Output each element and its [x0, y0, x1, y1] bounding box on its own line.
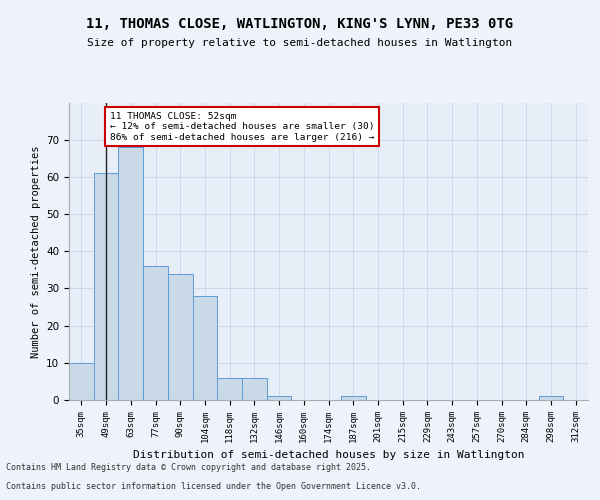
Text: Contains HM Land Registry data © Crown copyright and database right 2025.: Contains HM Land Registry data © Crown c… — [6, 464, 371, 472]
X-axis label: Distribution of semi-detached houses by size in Watlington: Distribution of semi-detached houses by … — [133, 450, 524, 460]
Bar — [193, 296, 217, 400]
Bar — [539, 396, 563, 400]
Text: 11 THOMAS CLOSE: 52sqm
← 12% of semi-detached houses are smaller (30)
86% of sem: 11 THOMAS CLOSE: 52sqm ← 12% of semi-det… — [110, 112, 374, 142]
Bar — [217, 378, 242, 400]
Bar — [94, 173, 118, 400]
Bar — [118, 147, 143, 400]
Bar — [341, 396, 365, 400]
Text: Contains public sector information licensed under the Open Government Licence v3: Contains public sector information licen… — [6, 482, 421, 491]
Y-axis label: Number of semi-detached properties: Number of semi-detached properties — [31, 145, 41, 358]
Bar — [267, 396, 292, 400]
Text: Size of property relative to semi-detached houses in Watlington: Size of property relative to semi-detach… — [88, 38, 512, 48]
Bar — [143, 266, 168, 400]
Bar — [69, 363, 94, 400]
Bar — [242, 378, 267, 400]
Bar — [168, 274, 193, 400]
Text: 11, THOMAS CLOSE, WATLINGTON, KING'S LYNN, PE33 0TG: 11, THOMAS CLOSE, WATLINGTON, KING'S LYN… — [86, 18, 514, 32]
